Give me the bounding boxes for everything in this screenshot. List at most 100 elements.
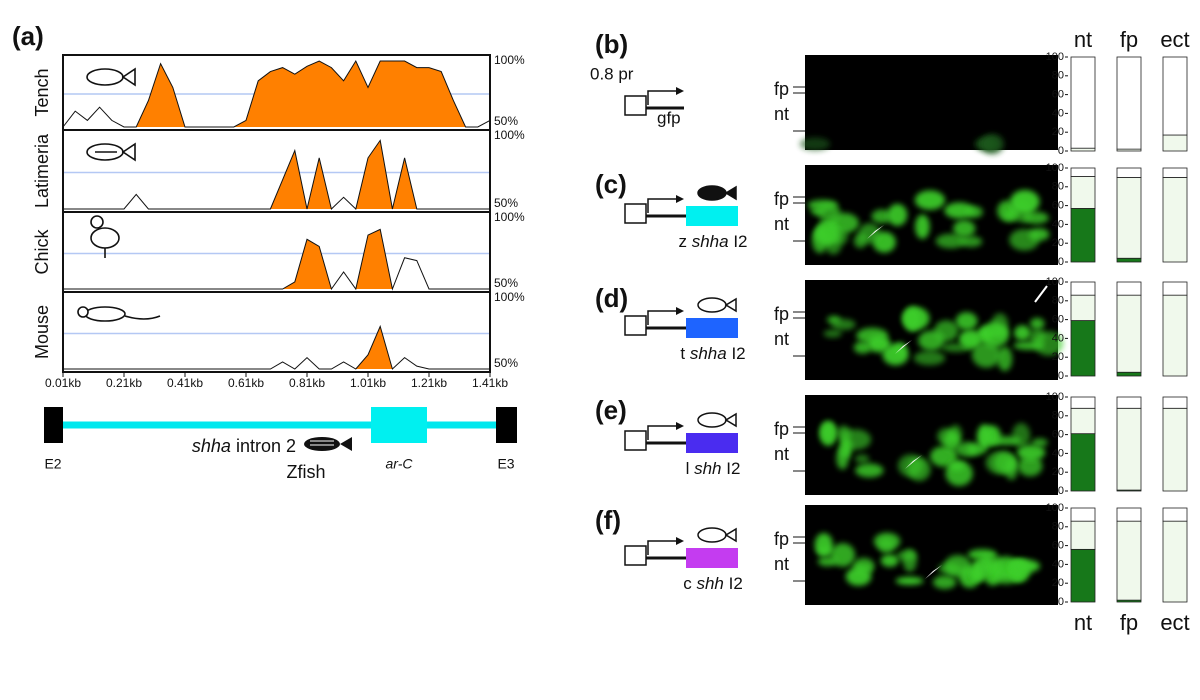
y-tick-label: 0 [1058,370,1064,382]
bar-segment [1162,167,1188,178]
conserved-region [392,157,417,209]
cell-signal [853,341,872,354]
cell-signal [867,335,891,353]
conservation-curve [63,324,490,370]
arrowhead [676,307,684,315]
y-tick-label: 60 [1052,89,1064,101]
gene-name: shha [690,344,727,363]
cell-signal [981,133,1004,155]
bar-segment [1070,56,1096,149]
species-prefix: z [678,232,687,251]
species-prefix: c [683,574,692,593]
y-tick-label: 80 [1052,295,1064,307]
exon-label: E2 [44,456,61,472]
cell-signal [944,554,972,578]
bar-segment [1162,281,1188,296]
y-tick-label: 50% [494,356,518,370]
cell-signal [858,223,881,244]
icon-tail [121,142,136,162]
cell-signal [953,220,976,238]
cell-signal [897,454,924,477]
x-tick-label: 0.61kb [228,376,264,390]
icon-body [86,68,124,86]
y-tick-label: 60 [1052,540,1064,552]
arrowhead-marker [895,340,912,354]
conservation-curve [62,59,491,128]
cell-signal [1004,458,1018,481]
bar-segment [1116,56,1142,150]
icon-tail [124,315,161,320]
bar-segment [1162,56,1188,136]
cell-signal [935,233,966,249]
cell-signal [845,567,872,586]
y-tick-label: 60 [1052,429,1064,441]
cell-signal [1029,328,1046,345]
y-tick-label: 0 [1058,485,1064,497]
y-tick-label: 100 [1046,162,1064,174]
conserved-region [136,63,185,127]
icon-body [697,527,727,543]
cell-signal [1013,325,1031,341]
bar-segment [1162,134,1188,152]
image-label: nt [774,104,789,124]
cell-signal [991,313,1009,336]
promoter-box [624,203,647,224]
bar-segment [1162,294,1188,377]
x-tick-label: 0.01kb [45,376,81,390]
cell-signal [961,333,981,349]
animal-icon [86,142,136,162]
bar-segment [1162,176,1188,263]
exon-label: E3 [497,456,514,472]
x-tick-label: 1.01kb [350,376,386,390]
icon-tail [724,297,737,313]
cell-signal [1008,559,1041,573]
image-label: nt [774,444,789,464]
gene-name: shha [692,232,729,251]
track-title: Chick [32,228,52,274]
arrow-marker [1034,285,1048,303]
element-box [686,318,738,338]
micrograph [805,55,1058,150]
y-tick-label: 50% [494,196,518,210]
y-tick-label: 20 [1052,237,1064,249]
bar-segment [1116,257,1142,263]
exon [44,407,63,443]
tss-arrow [647,540,678,555]
species-prefix: l [686,459,690,478]
x-tick-label: 1.21kb [411,376,447,390]
track-title: Latimeria [32,133,52,208]
bar-segment [1070,176,1096,209]
fish-icon [304,437,352,451]
y-tick-label: 50% [494,276,518,290]
conserved-region [270,150,307,209]
element-box [686,548,738,568]
y-tick-label: 40 [1052,218,1064,230]
bar-segment [1070,320,1096,377]
bar-segment [1116,507,1142,522]
element-name: I2 [733,232,747,251]
category-label: nt [1074,610,1092,635]
cell-signal [807,199,838,211]
icon-tail [121,67,136,87]
icon-body [697,185,727,201]
bar-segment [1070,167,1096,177]
bar-segment [1070,294,1096,321]
cell-signal [971,341,1001,368]
bar-segment [1116,167,1142,178]
cell-signal [1029,317,1045,330]
bar-segment [1070,396,1096,409]
animal-icon [697,185,737,201]
icon-head [77,306,89,318]
promoter-box [624,545,647,566]
y-tick-label: 0 [1058,145,1064,157]
construct-label: t shha I2 [680,344,745,363]
cell-signal [855,463,884,478]
bar-segment [1070,407,1096,435]
cell-signal [929,446,958,467]
image-label: nt [774,214,789,234]
element-label: ar-C [386,456,414,472]
category-label: nt [1074,27,1092,52]
cell-signal [871,209,892,224]
y-tick-label: 100% [494,210,525,224]
bar-segment [1070,433,1096,492]
